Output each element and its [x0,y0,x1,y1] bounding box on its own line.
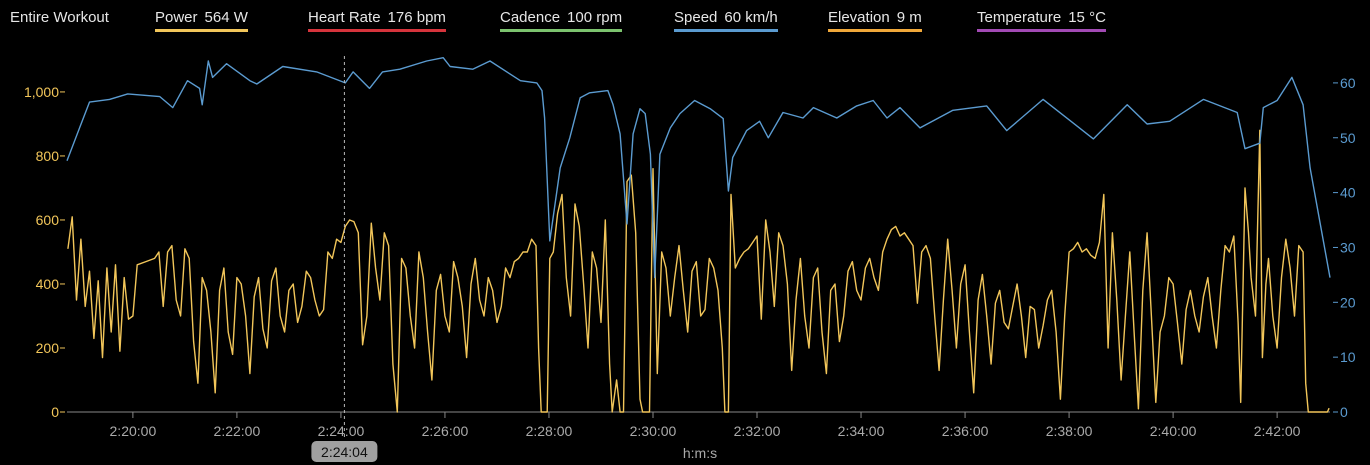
legend-value: 564 W [204,9,248,26]
right-tick-label: 0 [1340,404,1348,420]
series-path [67,129,1330,413]
x-tick-label: 2:26:00 [422,423,469,439]
legend-title: Entire Workout [10,9,109,26]
legend-label: Heart Rate [308,9,381,26]
x-tick-label: 2:36:00 [942,423,989,439]
right-tick-label: 20 [1340,294,1356,310]
left-tick-label: 1,000 [24,84,59,100]
right-tick-label: 30 [1340,239,1356,255]
left-tick-label: 200 [36,340,60,356]
left-tick-label: 600 [36,212,60,228]
left-tick-label: 0 [51,404,59,420]
legend-value: 15 °C [1068,9,1106,26]
series-power-line [67,129,1330,413]
legend-item-cadence[interactable]: Cadence 100 rpm [500,9,623,32]
cursor: 2:24:04 [311,56,378,462]
legend-label: Power [155,9,198,26]
left-tick-label: 400 [36,276,60,292]
legend-value: 60 km/h [724,9,778,26]
right-tick-label: 50 [1340,130,1356,146]
cursor-time-label: 2:24:04 [321,444,368,460]
right-tick-label: 40 [1340,185,1356,201]
x-tick-label: 2:30:00 [630,423,677,439]
x-tick-label: 2:42:00 [1254,423,1301,439]
x-tick-label: 2:34:00 [838,423,885,439]
x-tick-label: 2:38:00 [1046,423,1093,439]
cursor-badge [311,441,378,462]
legend-item-speed[interactable]: Speed 60 km/h [674,9,778,32]
legend-value: 9 m [896,9,922,26]
left-tick-label: 800 [36,148,60,164]
series-speed-line [66,57,1331,279]
legend-value: 100 rpm [567,9,623,26]
x-tick-label: 2:24:00 [318,423,365,439]
series-lines [66,57,1331,413]
legend-item-heart-rate[interactable]: Heart Rate 176 bpm [308,9,446,32]
x-tick-label: 2:20:00 [110,423,157,439]
legend-label: Elevation [828,9,890,26]
x-tick-label: 2:40:00 [1150,423,1197,439]
legend-label: Temperature [977,9,1062,26]
legend-item-temperature[interactable]: Temperature 15 °C [977,9,1106,32]
legend-label: Speed [674,9,718,26]
legend-value: 176 bpm [387,9,446,26]
legend-item-power[interactable]: Power 564 W [155,9,248,32]
series-path [66,57,1331,279]
x-axis-label: h:m:s [683,445,717,461]
right-tick-label: 60 [1340,75,1356,91]
x-tick-label: 2:28:00 [526,423,573,439]
axes: 2:20:00 2:22:00 2:24:00 2:26:00 2:28:00 2:30:… [24,75,1356,439]
right-tick-label: 10 [1340,349,1356,365]
legend-item-elevation[interactable]: Elevation 9 m [828,9,922,32]
x-tick-label: 2:32:00 [734,423,781,439]
legend-label: Cadence [500,9,561,26]
x-tick-label: 2:22:00 [214,423,261,439]
